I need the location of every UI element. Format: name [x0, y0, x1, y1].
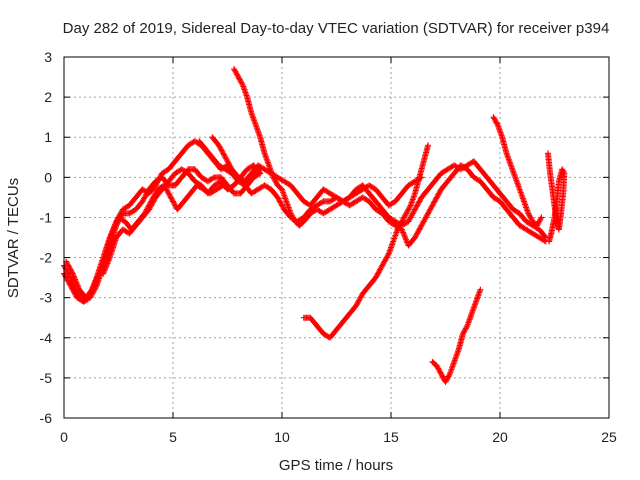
- series-sat-j: [490, 114, 545, 229]
- x-tick-label: 25: [601, 429, 617, 445]
- x-tick-label: 5: [169, 429, 177, 445]
- grid-layer: [64, 57, 609, 418]
- chart-title: Day 282 of 2019, Sidereal Day-to-day VTE…: [63, 20, 610, 37]
- y-tick-label: 2: [44, 89, 52, 105]
- x-axis-label: GPS time / hours: [279, 457, 393, 474]
- y-tick-label: -6: [40, 410, 53, 426]
- series-sat-g: [196, 138, 549, 249]
- data-point-markers: [490, 114, 545, 229]
- y-axis-label: SDTVAR / TECUs: [5, 178, 22, 298]
- x-tick-label: 20: [492, 429, 508, 445]
- y-tick-label: -4: [40, 330, 53, 346]
- data-point-markers: [63, 182, 233, 301]
- series-sat-k: [544, 150, 568, 245]
- data-point-markers: [61, 138, 264, 305]
- series-sat-b: [61, 138, 264, 305]
- y-tick-label: -3: [40, 290, 53, 306]
- data-point-markers: [300, 142, 432, 341]
- tick-layer: 0 5 10 15 20 25 -6 -5 -4 -3 -2 -1 0 1 2 3: [40, 49, 617, 445]
- series-sat-i: [429, 286, 484, 385]
- y-tick-label: -5: [40, 370, 53, 386]
- x-tick-label: 10: [274, 429, 290, 445]
- x-tick-label: 15: [383, 429, 399, 445]
- y-tick-label: 0: [44, 169, 52, 185]
- y-tick-label: 3: [44, 49, 52, 65]
- plot-frame: [63, 56, 610, 419]
- series-sat-c: [63, 182, 233, 301]
- x-tick-label: 0: [60, 429, 68, 445]
- y-tick-label: -2: [40, 250, 53, 266]
- y-tick-label: 1: [44, 129, 52, 145]
- data-points-layer: [61, 66, 568, 385]
- data-point-markers: [544, 150, 568, 245]
- data-point-markers: [196, 138, 549, 249]
- data-point-markers: [429, 286, 484, 385]
- series-sat-h: [300, 142, 432, 341]
- y-tick-label: -1: [40, 209, 53, 225]
